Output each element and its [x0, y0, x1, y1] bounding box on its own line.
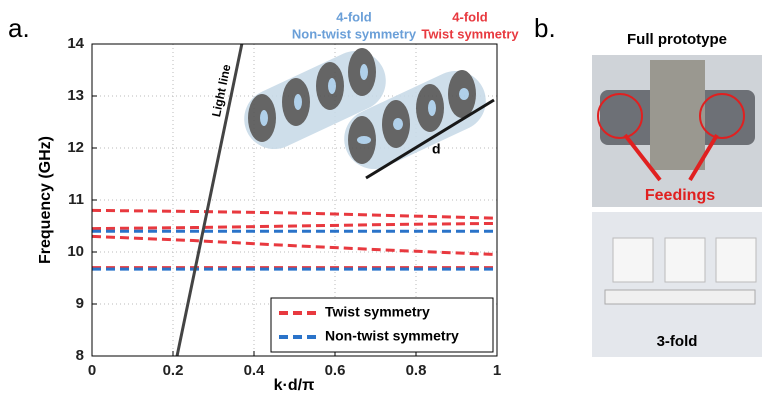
- series-line: [91, 221, 498, 231]
- annotation: Twist symmetry: [421, 26, 519, 41]
- x-tick-label: 0.6: [325, 362, 346, 379]
- photo-caption: 3-fold: [657, 333, 698, 350]
- x-tick-label: 0.4: [244, 362, 266, 379]
- plot-frame: [91, 43, 498, 357]
- photo-callout: Feedings: [645, 187, 715, 204]
- y-tick-label: 14: [67, 35, 84, 52]
- y-tick-label: 13: [67, 87, 84, 104]
- photo: [592, 212, 762, 357]
- y-tick-label: 9: [76, 295, 84, 312]
- annotation: d: [432, 141, 441, 157]
- annotation: Non-twist symmetry: [292, 26, 417, 41]
- light-line: [175, 43, 244, 357]
- photo-title: Full prototype: [627, 31, 727, 48]
- x-tick-label: 0.8: [406, 362, 427, 379]
- series-line: [91, 234, 498, 257]
- series-line: [91, 208, 498, 220]
- annotation: 4-fold: [336, 9, 371, 24]
- y-axis-label: Frequency (GHz): [37, 136, 54, 264]
- y-tick-label: 10: [67, 243, 84, 260]
- panel-label: a.: [8, 13, 30, 43]
- illustration: [244, 48, 495, 180]
- x-tick-label: 1: [493, 362, 501, 379]
- x-tick-label: 0: [88, 362, 96, 379]
- panel-label: b.: [534, 13, 556, 43]
- annotation: 4-fold: [452, 9, 487, 24]
- legend-label: Twist symmetry: [325, 304, 430, 320]
- legend-box: [270, 297, 494, 353]
- x-tick-label: 0.2: [163, 362, 184, 379]
- y-tick-label: 12: [67, 139, 84, 156]
- x-axis-label: k·d/π: [274, 377, 315, 394]
- legend-label: Non-twist symmetry: [325, 328, 459, 344]
- y-tick-label: 8: [76, 347, 84, 364]
- y-tick-label: 11: [68, 191, 84, 208]
